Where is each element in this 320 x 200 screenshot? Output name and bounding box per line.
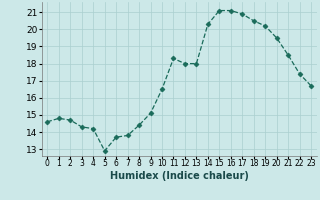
X-axis label: Humidex (Indice chaleur): Humidex (Indice chaleur) [110,171,249,181]
